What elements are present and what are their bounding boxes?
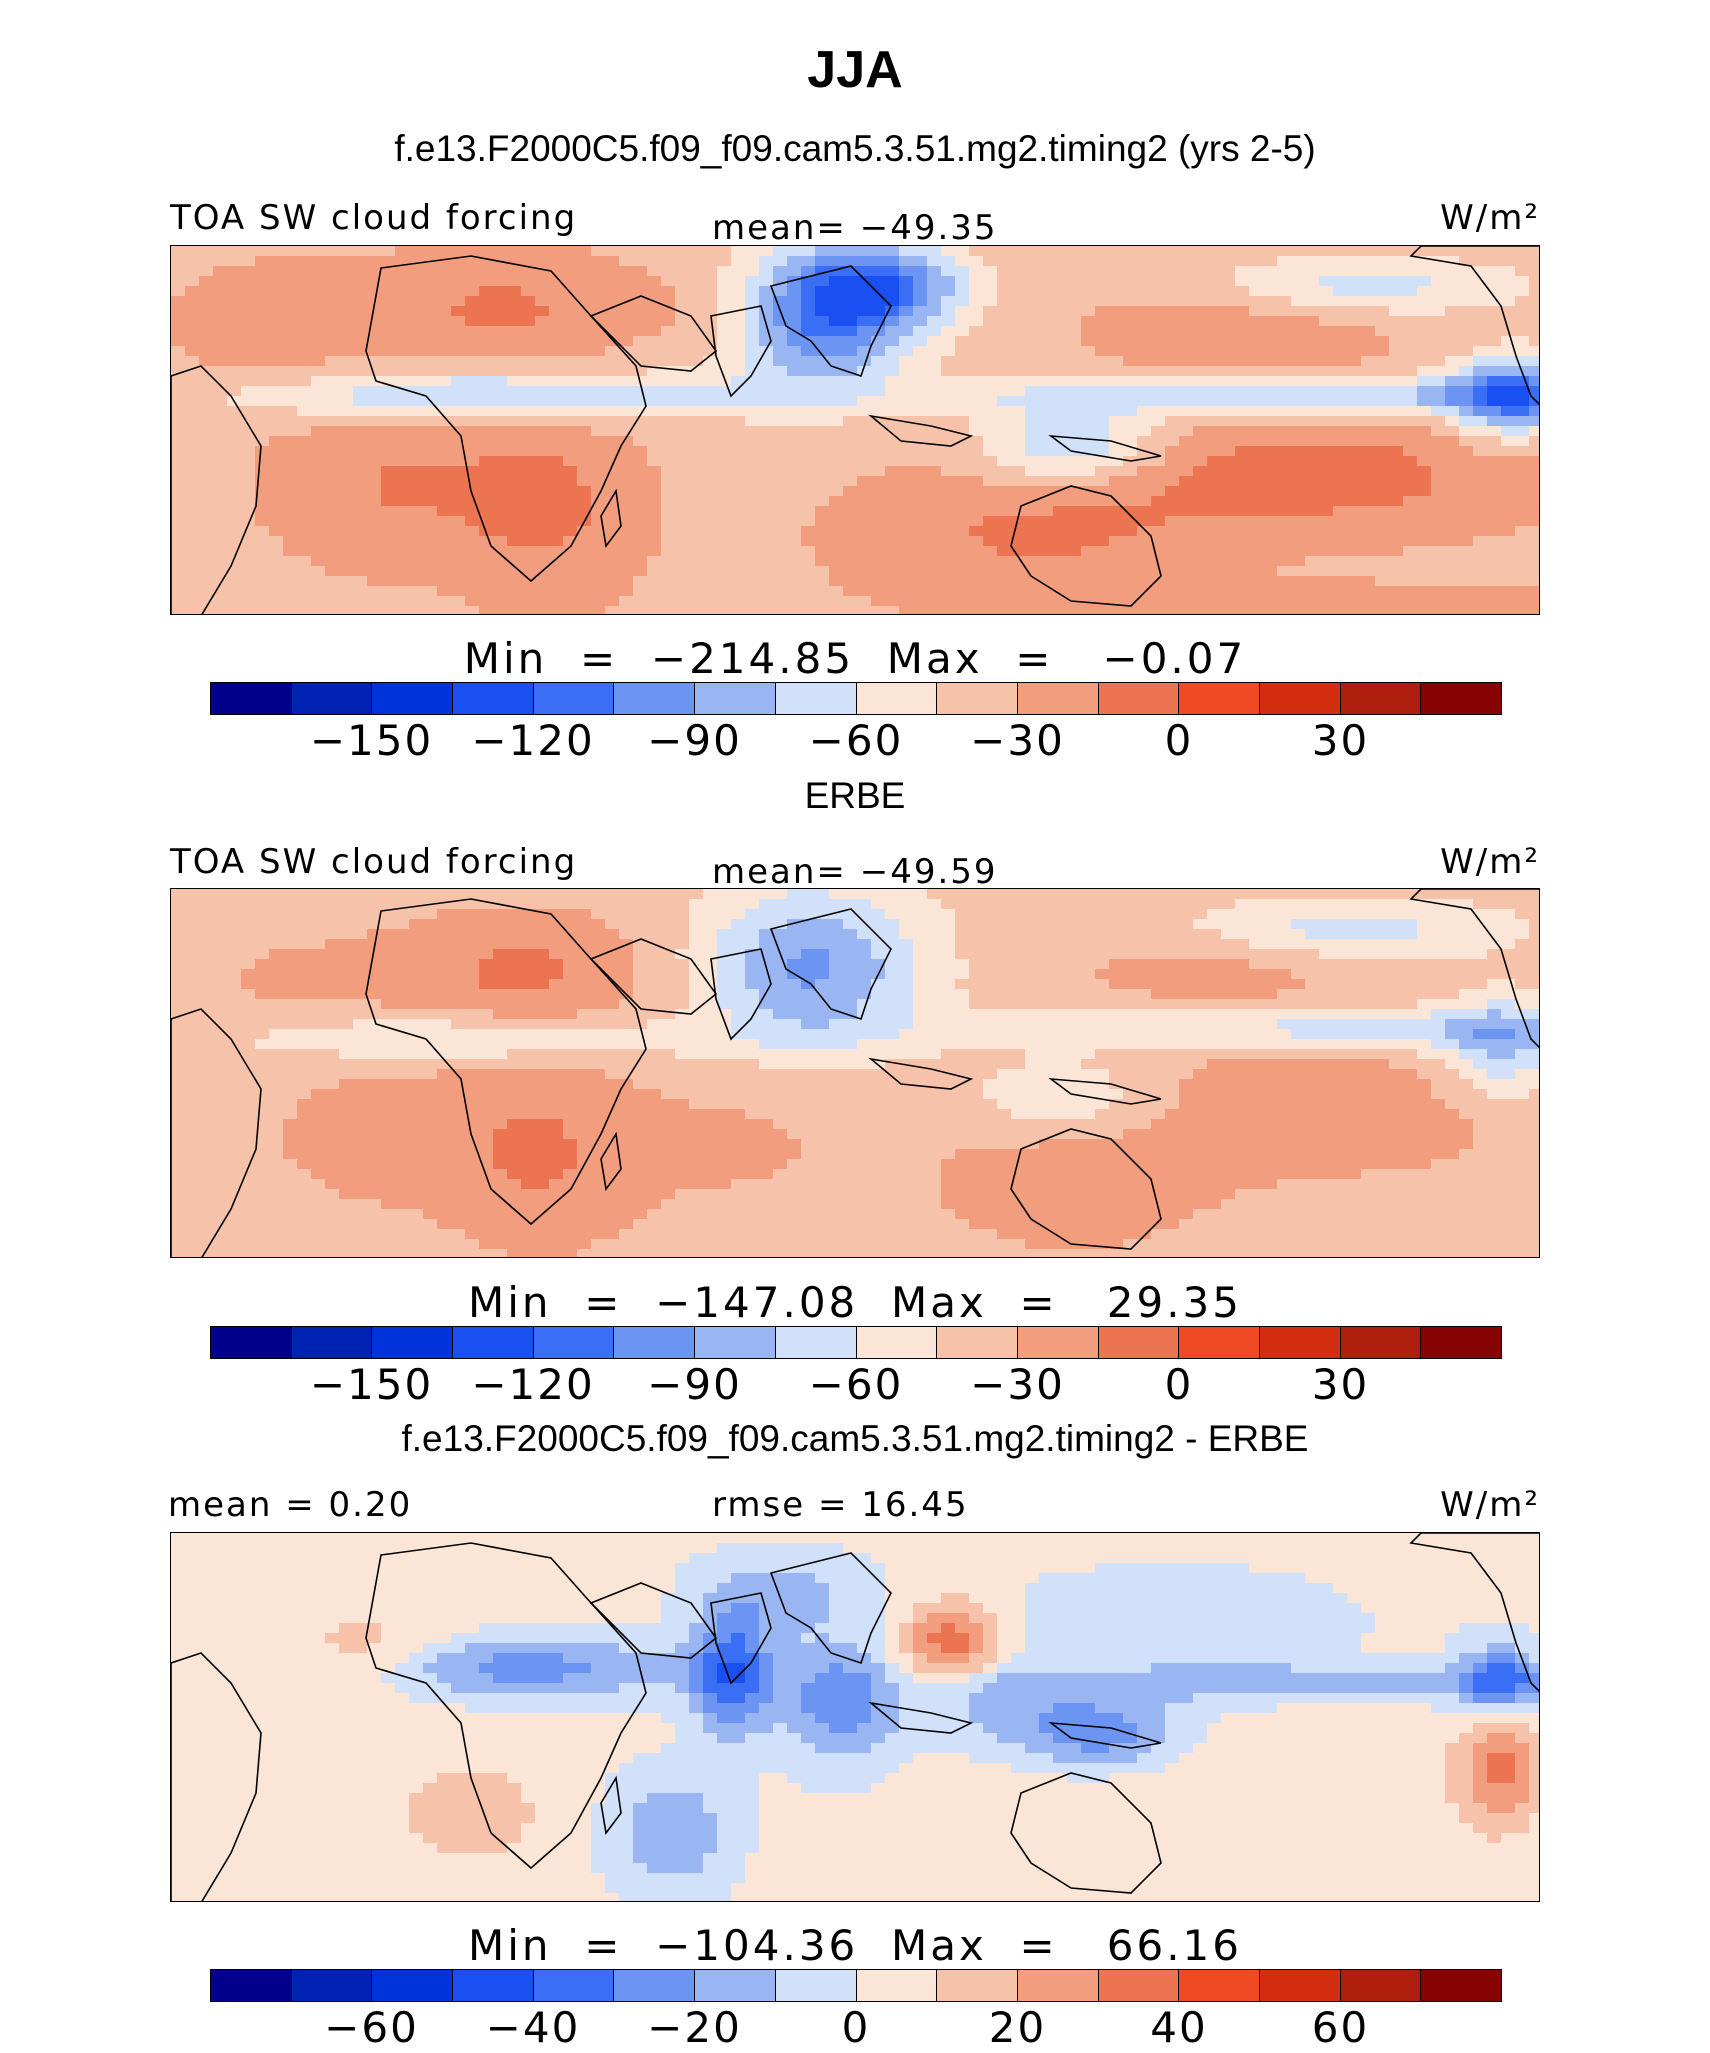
- colorbar-swatch: [856, 1327, 938, 1358]
- colorbar-swatch: [372, 1970, 454, 2001]
- panel-1-subtitle: f.e13.F2000C5.f09_f09.cam5.3.51.mg2.timi…: [394, 128, 1316, 169]
- colorbar-swatch: [695, 1970, 776, 2001]
- colorbar-tick-label: −120: [471, 1360, 595, 1409]
- panel-2-subtitle: ERBE: [804, 775, 906, 816]
- colorbar-swatch: [1259, 683, 1341, 714]
- colorbar-swatch: [1421, 683, 1501, 714]
- panel-2-mean-label: mean= −49.59: [712, 852, 998, 892]
- colorbar-swatch: [533, 1327, 615, 1358]
- panel-2-left-label: TOA SW cloud forcing: [170, 842, 578, 882]
- colorbar-swatch: [453, 1970, 534, 2001]
- colorbar-swatch: [1340, 683, 1422, 714]
- colorbar-tick-label: −40: [485, 2003, 581, 2052]
- colorbar-swatch: [695, 1327, 776, 1358]
- colorbar-swatch: [1017, 683, 1099, 714]
- panel-1-minmax: Min = −214.85 Max = −0.07: [463, 634, 1247, 683]
- panel-1-map: [170, 245, 1540, 615]
- colorbar-tick-label: 0: [841, 2003, 871, 2052]
- colorbar-swatch: [775, 1327, 857, 1358]
- panel-1-colorbar: [210, 682, 1502, 715]
- colorbar-swatch: [1421, 1327, 1501, 1358]
- colorbar-swatch: [1179, 1970, 1260, 2001]
- colorbar-swatch: [937, 683, 1018, 714]
- panel-2-units-label: W/m²: [1440, 842, 1540, 882]
- colorbar-tick-label: −60: [808, 716, 904, 765]
- panel-3-map: [170, 1532, 1540, 1902]
- panel-3-rmse-label: rmse = 16.45: [712, 1485, 969, 1525]
- colorbar-tick-label: 60: [1311, 2003, 1370, 2052]
- panel-1-left-label: TOA SW cloud forcing: [170, 198, 578, 238]
- colorbar-tick-label: −60: [324, 2003, 419, 2052]
- panel-3-minmax: Min = −104.36 Max = 66.16: [468, 1921, 1242, 1970]
- colorbar-tick-label: −120: [471, 716, 595, 765]
- colorbar-tick-label: 40: [1150, 2003, 1208, 2052]
- figure-title: JJA: [807, 41, 903, 99]
- panel-2-colorbar-ticks: −150 −120 −90 −60 −30 0 30: [210, 1360, 1502, 1410]
- panel-2-minmax: Min = −147.08 Max = 29.35: [468, 1278, 1242, 1327]
- colorbar-swatch: [1421, 1970, 1501, 2001]
- colorbar-swatch: [937, 1970, 1018, 2001]
- colorbar-swatch: [211, 1970, 292, 2001]
- colorbar-swatch: [291, 683, 373, 714]
- colorbar-swatch: [1259, 1327, 1341, 1358]
- colorbar-swatch: [1259, 1970, 1341, 2001]
- colorbar-tick-label: −90: [647, 1360, 742, 1409]
- panel-3-mean-label: mean = 0.20: [168, 1485, 413, 1525]
- colorbar-swatch: [1179, 683, 1260, 714]
- colorbar-swatch: [1017, 1970, 1099, 2001]
- colorbar-swatch: [614, 1970, 696, 2001]
- colorbar-swatch: [775, 1970, 857, 2001]
- colorbar-swatch: [937, 1327, 1018, 1358]
- colorbar-swatch: [453, 1327, 534, 1358]
- colorbar-swatch: [1340, 1970, 1422, 2001]
- colorbar-swatch: [614, 1327, 696, 1358]
- panel-3-colorbar-ticks: −60 −40 −20 0 20 40 60: [210, 2003, 1502, 2053]
- colorbar-tick-label: 30: [1311, 1360, 1370, 1409]
- panel-2-map: [170, 888, 1540, 1258]
- colorbar-swatch: [211, 1327, 292, 1358]
- colorbar-swatch: [533, 1970, 615, 2001]
- panel-3-units-label: W/m²: [1440, 1485, 1540, 1525]
- colorbar-tick-label: −30: [970, 1360, 1065, 1409]
- panel-3-subtitle: f.e13.F2000C5.f09_f09.cam5.3.51.mg2.timi…: [401, 1418, 1309, 1459]
- colorbar-swatch: [614, 683, 696, 714]
- colorbar-tick-label: 0: [1164, 1360, 1194, 1409]
- colorbar-swatch: [1098, 1327, 1180, 1358]
- colorbar-tick-label: −150: [309, 1360, 434, 1409]
- colorbar-swatch: [1098, 683, 1180, 714]
- colorbar-tick-label: −20: [647, 2003, 742, 2052]
- panel-3-colorbar: [210, 1969, 1502, 2002]
- colorbar-swatch: [856, 683, 938, 714]
- colorbar-swatch: [695, 683, 776, 714]
- colorbar-tick-label: −150: [309, 716, 434, 765]
- colorbar-swatch: [1340, 1327, 1422, 1358]
- panel-1-units-label: W/m²: [1440, 198, 1540, 238]
- colorbar-swatch: [533, 683, 615, 714]
- colorbar-swatch: [372, 1327, 454, 1358]
- colorbar-tick-label: 0: [1164, 716, 1194, 765]
- colorbar-swatch: [291, 1970, 373, 2001]
- colorbar-tick-label: −30: [970, 716, 1065, 765]
- colorbar-swatch: [1098, 1970, 1180, 2001]
- colorbar-tick-label: −60: [808, 1360, 904, 1409]
- colorbar-swatch: [453, 683, 534, 714]
- colorbar-swatch: [775, 683, 857, 714]
- colorbar-swatch: [856, 1970, 938, 2001]
- panel-2-colorbar: [210, 1326, 1502, 1359]
- colorbar-swatch: [291, 1327, 373, 1358]
- panel-1-mean-label: mean= −49.35: [712, 208, 998, 248]
- colorbar-tick-label: 30: [1311, 716, 1370, 765]
- colorbar-tick-label: −90: [647, 716, 742, 765]
- colorbar-tick-label: 20: [988, 2003, 1047, 2052]
- colorbar-swatch: [372, 683, 454, 714]
- colorbar-swatch: [211, 683, 292, 714]
- panel-1-colorbar-ticks: −150 −120 −90 −60 −30 0 30: [210, 716, 1502, 766]
- colorbar-swatch: [1179, 1327, 1260, 1358]
- colorbar-swatch: [1017, 1327, 1099, 1358]
